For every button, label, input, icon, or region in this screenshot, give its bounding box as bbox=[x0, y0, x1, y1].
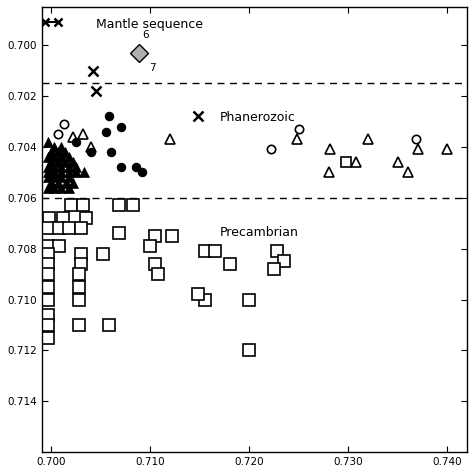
Text: 6: 6 bbox=[143, 30, 149, 40]
Text: Phanerozoic: Phanerozoic bbox=[219, 111, 296, 125]
Text: 7: 7 bbox=[149, 63, 156, 73]
Text: Mantle sequence: Mantle sequence bbox=[96, 18, 203, 31]
Text: Precambrian: Precambrian bbox=[219, 226, 299, 239]
